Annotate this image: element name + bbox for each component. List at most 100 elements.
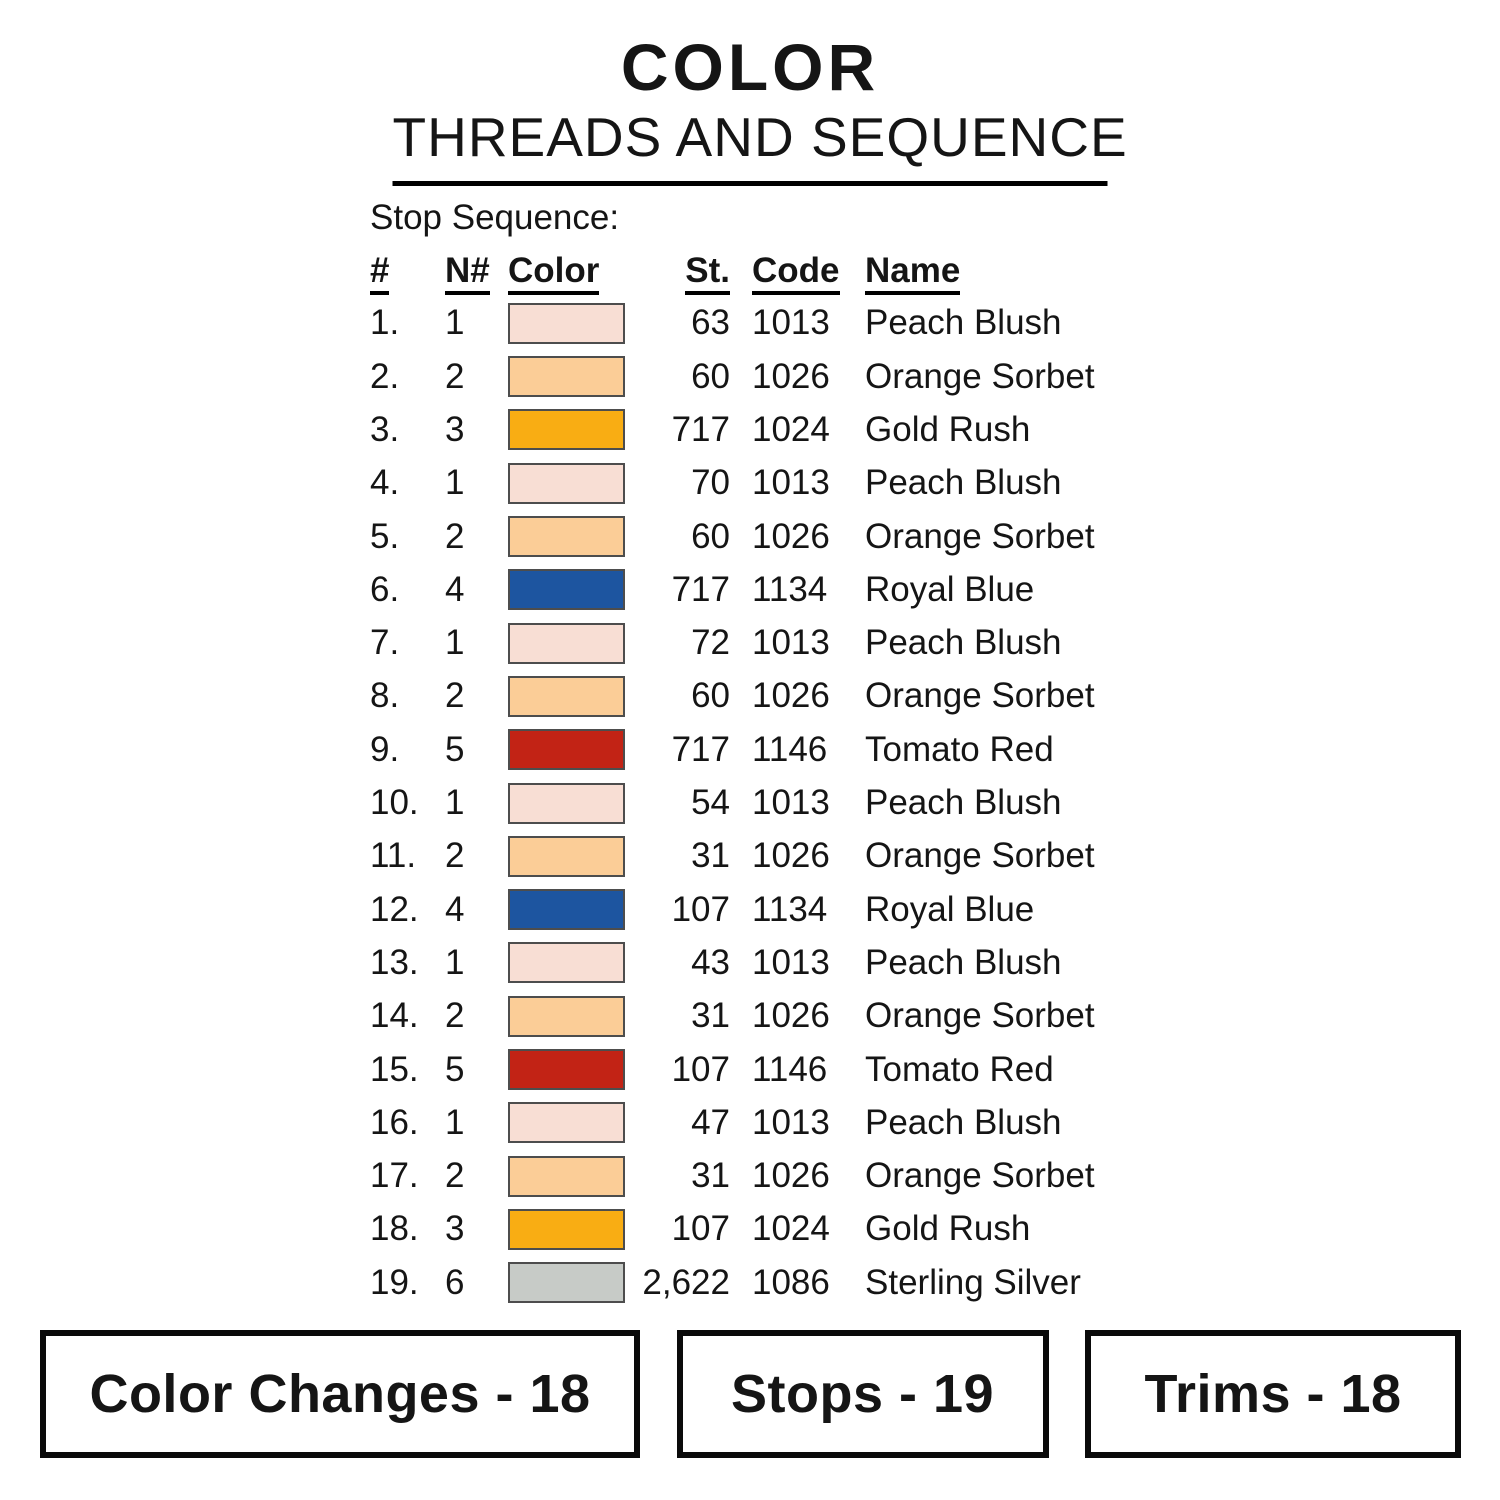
thread-code: 1086 bbox=[752, 1262, 830, 1302]
thread-code: 1134 bbox=[752, 889, 828, 929]
color-swatch bbox=[508, 782, 625, 824]
needle-number: 1 bbox=[445, 783, 465, 823]
color-swatch-cell bbox=[508, 516, 625, 558]
stitch-count: 72 bbox=[691, 623, 730, 663]
color-swatch-cell bbox=[508, 835, 625, 877]
table-row: 5. 2 60 1026 Orange Sorbet bbox=[370, 510, 1130, 563]
row-number: 6. bbox=[370, 569, 400, 609]
thread-name: Peach Blush bbox=[865, 942, 1062, 982]
color-swatch bbox=[508, 1155, 625, 1197]
stop-sequence-section: Stop Sequence: # N# Color St. Code Name … bbox=[370, 196, 1130, 1309]
color-swatch-cell bbox=[508, 675, 625, 717]
trims-box: Trims - 18 bbox=[1085, 1330, 1461, 1458]
thread-name: Tomato Red bbox=[865, 1049, 1054, 1089]
needle-number: 6 bbox=[445, 1262, 465, 1302]
needle-number: 5 bbox=[445, 729, 465, 769]
thread-name: Peach Blush bbox=[865, 303, 1062, 343]
thread-code: 1013 bbox=[752, 942, 830, 982]
thread-name: Gold Rush bbox=[865, 409, 1031, 449]
color-swatch bbox=[508, 462, 625, 504]
thread-code: 1013 bbox=[752, 463, 830, 503]
thread-name: Orange Sorbet bbox=[865, 676, 1095, 716]
table-row: 11. 2 31 1026 Orange Sorbet bbox=[370, 830, 1130, 883]
thread-name: Peach Blush bbox=[865, 1102, 1062, 1142]
needle-number: 3 bbox=[445, 1209, 465, 1249]
row-number: 4. bbox=[370, 463, 400, 503]
stitch-count: 31 bbox=[691, 996, 730, 1036]
stitch-count: 31 bbox=[691, 1156, 730, 1196]
color-swatch bbox=[508, 889, 625, 931]
needle-number: 1 bbox=[445, 303, 465, 343]
thread-code: 1134 bbox=[752, 569, 828, 609]
table-row: 9. 5 717 1146 Tomato Red bbox=[370, 723, 1130, 776]
color-changes-label: Color Changes - 18 bbox=[89, 1364, 591, 1424]
header-name: Name bbox=[850, 251, 1120, 295]
row-number: 3. bbox=[370, 409, 400, 449]
table-row: 2. 2 60 1026 Orange Sorbet bbox=[370, 350, 1130, 403]
row-number: 10. bbox=[370, 783, 419, 823]
stitch-count: 70 bbox=[691, 463, 730, 503]
color-swatch-cell bbox=[508, 302, 625, 344]
color-swatch-cell bbox=[508, 782, 625, 824]
table-header-row: # N# Color St. Code Name bbox=[370, 249, 1130, 297]
thread-code: 1026 bbox=[752, 1156, 830, 1196]
stitch-count: 63 bbox=[691, 303, 730, 343]
needle-number: 4 bbox=[445, 889, 465, 929]
color-swatch bbox=[508, 516, 625, 558]
table-row: 6. 4 717 1134 Royal Blue bbox=[370, 563, 1130, 616]
color-swatch-cell bbox=[508, 729, 625, 771]
table-row: 4. 1 70 1013 Peach Blush bbox=[370, 457, 1130, 510]
thread-code: 1146 bbox=[752, 729, 828, 769]
table-row: 10. 1 54 1013 Peach Blush bbox=[370, 776, 1130, 829]
table-row: 16. 1 47 1013 Peach Blush bbox=[370, 1096, 1130, 1149]
needle-number: 5 bbox=[445, 1049, 465, 1089]
thread-name: Gold Rush bbox=[865, 1209, 1031, 1249]
thread-code: 1146 bbox=[752, 1049, 828, 1089]
stitch-count: 60 bbox=[691, 516, 730, 556]
thread-name: Royal Blue bbox=[865, 889, 1035, 929]
table-row: 17. 2 31 1026 Orange Sorbet bbox=[370, 1150, 1130, 1203]
stitch-count: 31 bbox=[691, 836, 730, 876]
thread-code: 1013 bbox=[752, 783, 830, 823]
color-swatch bbox=[508, 835, 625, 877]
needle-number: 1 bbox=[445, 623, 465, 663]
table-body: 1. 1 63 1013 Peach Blush 2. 2 60 1026 Or… bbox=[370, 297, 1130, 1310]
thread-name: Tomato Red bbox=[865, 729, 1054, 769]
color-swatch bbox=[508, 729, 625, 771]
thread-code: 1026 bbox=[752, 836, 830, 876]
thread-name: Orange Sorbet bbox=[865, 836, 1095, 876]
header-stitches: St. bbox=[625, 251, 730, 295]
color-swatch bbox=[508, 995, 625, 1037]
table-row: 1. 1 63 1013 Peach Blush bbox=[370, 297, 1130, 350]
row-number: 5. bbox=[370, 516, 400, 556]
needle-number: 4 bbox=[445, 569, 465, 609]
needle-number: 1 bbox=[445, 942, 465, 982]
table-row: 8. 2 60 1026 Orange Sorbet bbox=[370, 670, 1130, 723]
stitch-count: 43 bbox=[691, 942, 730, 982]
stitch-count: 717 bbox=[671, 569, 730, 609]
color-swatch bbox=[508, 356, 625, 398]
row-number: 17. bbox=[370, 1156, 419, 1196]
thread-name: Peach Blush bbox=[865, 463, 1062, 503]
page-title: COLOR bbox=[620, 30, 880, 104]
needle-number: 2 bbox=[445, 996, 465, 1036]
thread-code: 1026 bbox=[752, 996, 830, 1036]
row-number: 1. bbox=[370, 303, 400, 343]
color-changes-box: Color Changes - 18 bbox=[40, 1330, 640, 1458]
color-swatch bbox=[508, 622, 625, 664]
color-swatch-cell bbox=[508, 1049, 625, 1091]
thread-name: Royal Blue bbox=[865, 569, 1035, 609]
color-swatch-cell bbox=[508, 569, 625, 611]
thread-code: 1024 bbox=[752, 409, 830, 449]
table-row: 7. 1 72 1013 Peach Blush bbox=[370, 617, 1130, 670]
color-swatch-cell bbox=[508, 462, 625, 504]
stitch-count: 60 bbox=[691, 676, 730, 716]
stitch-count: 2,622 bbox=[642, 1262, 730, 1302]
thread-name: Sterling Silver bbox=[865, 1262, 1081, 1302]
row-number: 18. bbox=[370, 1209, 419, 1249]
stops-label: Stops - 19 bbox=[730, 1364, 995, 1424]
color-swatch bbox=[508, 569, 625, 611]
thread-code: 1026 bbox=[752, 356, 830, 396]
color-swatch bbox=[508, 1208, 625, 1250]
thread-name: Orange Sorbet bbox=[865, 996, 1095, 1036]
